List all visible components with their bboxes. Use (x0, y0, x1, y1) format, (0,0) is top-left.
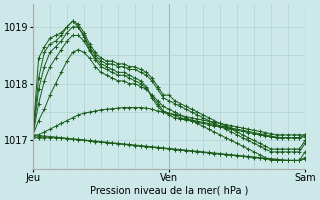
X-axis label: Pression niveau de la mer( hPa ): Pression niveau de la mer( hPa ) (90, 186, 248, 196)
